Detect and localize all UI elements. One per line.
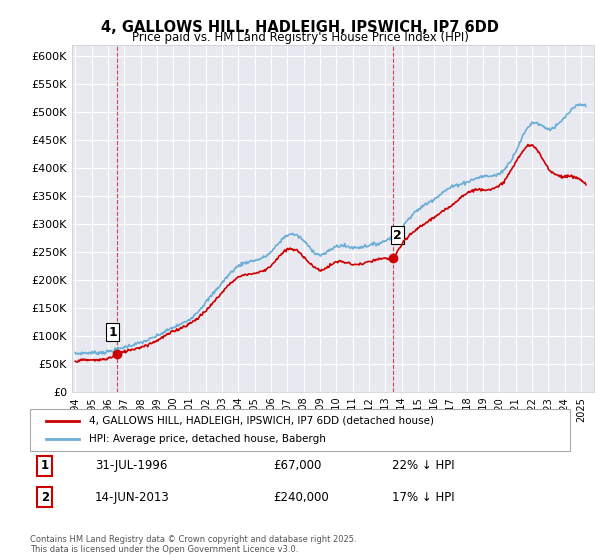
Text: 22% ↓ HPI: 22% ↓ HPI: [392, 459, 454, 473]
Text: Contains HM Land Registry data © Crown copyright and database right 2025.
This d: Contains HM Land Registry data © Crown c…: [30, 535, 356, 554]
Text: 14-JUN-2013: 14-JUN-2013: [95, 491, 170, 504]
Text: 4, GALLOWS HILL, HADLEIGH, IPSWICH, IP7 6DD: 4, GALLOWS HILL, HADLEIGH, IPSWICH, IP7 …: [101, 20, 499, 35]
Text: 17% ↓ HPI: 17% ↓ HPI: [392, 491, 454, 504]
Text: 2: 2: [393, 229, 402, 242]
Text: 1: 1: [41, 459, 49, 473]
Text: Price paid vs. HM Land Registry's House Price Index (HPI): Price paid vs. HM Land Registry's House …: [131, 31, 469, 44]
Text: £240,000: £240,000: [273, 491, 329, 504]
FancyBboxPatch shape: [30, 409, 570, 451]
Text: £67,000: £67,000: [273, 459, 322, 473]
Text: 2: 2: [41, 491, 49, 504]
Text: 4, GALLOWS HILL, HADLEIGH, IPSWICH, IP7 6DD (detached house): 4, GALLOWS HILL, HADLEIGH, IPSWICH, IP7 …: [89, 416, 434, 426]
Text: 1: 1: [108, 326, 117, 339]
Text: 31-JUL-1996: 31-JUL-1996: [95, 459, 167, 473]
Text: HPI: Average price, detached house, Babergh: HPI: Average price, detached house, Babe…: [89, 434, 326, 444]
